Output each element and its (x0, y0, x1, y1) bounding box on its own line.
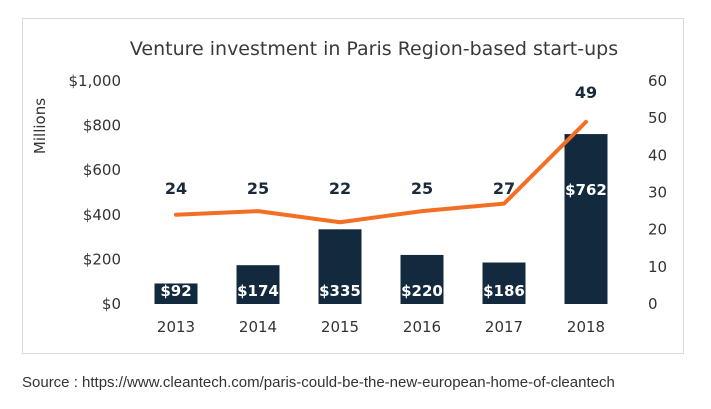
y-axis-label: Millions (31, 98, 49, 154)
y-left-tick-label: $200 (83, 250, 121, 268)
venture-investment-chart: Venture investment in Paris Region-based… (31, 38, 667, 336)
line-data-label: 25 (411, 179, 433, 198)
line-data-label: 49 (575, 83, 597, 102)
bar-data-label: $92 (160, 282, 191, 300)
y-right-tick-label: 40 (648, 146, 667, 164)
y-left-tick-label: $1,000 (69, 72, 122, 90)
x-tick-label: 2013 (157, 318, 195, 336)
source-caption: Source : https://www.cleantech.com/paris… (22, 374, 615, 391)
deal-count-line (174, 119, 588, 225)
y-right-tick-label: 0 (648, 295, 658, 313)
bar-data-label: $174 (237, 282, 279, 300)
y-left-tick-label: $0 (102, 295, 121, 313)
bar-data-label: $220 (401, 282, 443, 300)
y-right-tick-label: 60 (648, 72, 667, 90)
bar-data-label: $186 (483, 282, 525, 300)
y-left-tick-label: $400 (83, 206, 121, 224)
y-right-tick-label: 50 (648, 109, 667, 127)
x-tick-label: 2016 (403, 318, 441, 336)
line-data-label: 27 (493, 179, 515, 198)
line-data-label: 25 (247, 179, 269, 198)
bar (318, 229, 362, 304)
bar (564, 134, 608, 304)
y-left-tick-label: $800 (83, 117, 121, 135)
x-tick-label: 2014 (239, 318, 277, 336)
x-tick-label: 2018 (567, 318, 605, 336)
y-right-tick-label: 10 (648, 258, 667, 276)
chart-frame: Venture investment in Paris Region-based… (22, 18, 684, 354)
bar-data-label: $335 (319, 282, 361, 300)
y-right-tick-label: 20 (648, 221, 667, 239)
bar (236, 265, 280, 304)
y-right-tick-label: 30 (648, 184, 667, 202)
x-tick-label: 2017 (485, 318, 523, 336)
bar (482, 262, 526, 304)
bar-data-label: $762 (565, 181, 607, 199)
line-data-label: 24 (165, 179, 187, 198)
x-tick-label: 2015 (321, 318, 359, 336)
chart-title: Venture investment in Paris Region-based… (130, 38, 618, 60)
line-data-label: 22 (329, 179, 351, 198)
y-left-tick-label: $600 (83, 161, 121, 179)
bar (400, 254, 444, 304)
bar (154, 283, 198, 304)
